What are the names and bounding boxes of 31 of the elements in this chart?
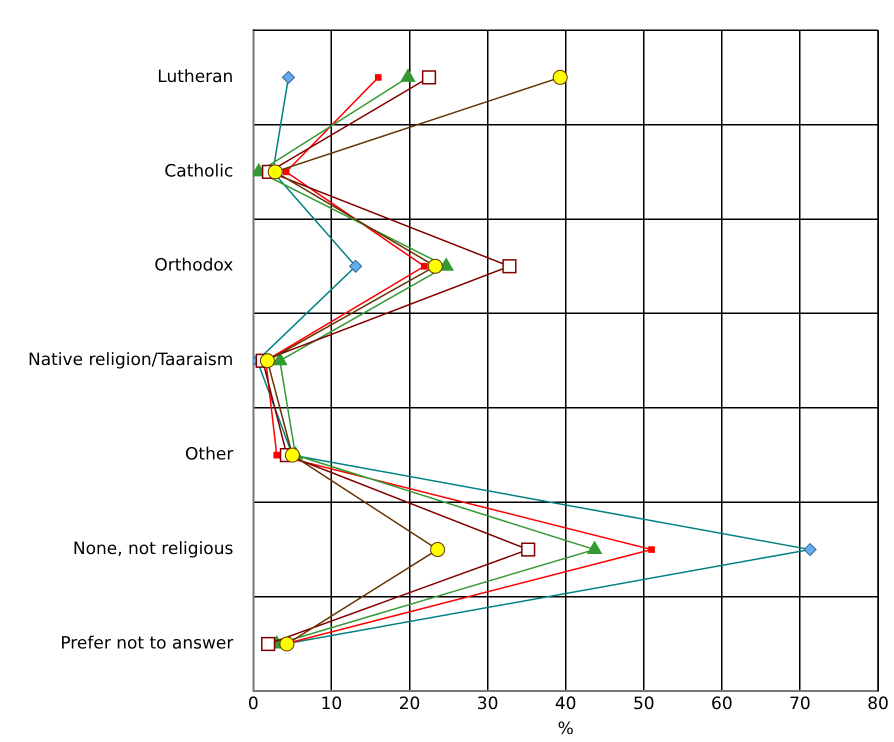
point (268, 164, 283, 180)
y-tick-label: Lutheran (157, 66, 234, 87)
point (502, 259, 517, 274)
x-tick-label: 20 (398, 694, 420, 714)
point (421, 262, 428, 270)
point (260, 353, 275, 368)
point (279, 636, 294, 652)
point (521, 542, 536, 557)
x-tick-label: 60 (711, 694, 733, 714)
x-tick-label: 40 (554, 694, 576, 714)
x-axis-title: % (558, 719, 574, 740)
x-tick-label: 80 (867, 694, 889, 714)
point (261, 636, 276, 652)
point (552, 70, 568, 85)
point (422, 70, 436, 85)
x-tick-label: 50 (632, 694, 655, 714)
point (430, 542, 446, 558)
point (374, 74, 382, 81)
y-tick-label: Prefer not to answer (60, 633, 234, 654)
x-tick-label: 30 (476, 694, 498, 714)
y-tick-label: Catholic (164, 161, 234, 182)
x-tick-label: 0 (248, 694, 259, 714)
y-tick-label: Orthodox (154, 256, 234, 276)
y-tick-label: Native religion/Taaraism (28, 350, 234, 370)
x-tick-label: 70 (789, 694, 811, 714)
point (648, 546, 655, 553)
x-tick-label: 10 (320, 694, 342, 714)
y-tick-label: Other (185, 444, 234, 465)
y-tick-label: None, not religious (72, 538, 234, 559)
point (273, 452, 280, 458)
point (428, 258, 443, 274)
